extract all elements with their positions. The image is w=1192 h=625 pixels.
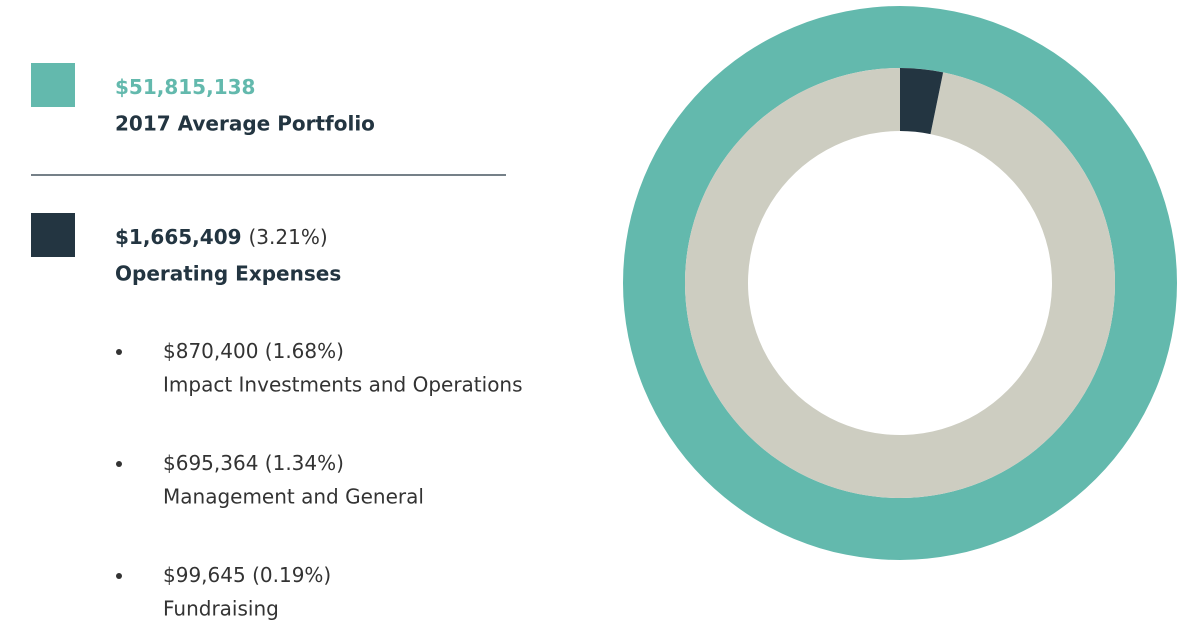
- breakdown-amount: $695,364 (1.34%): [163, 451, 344, 475]
- donut: [623, 6, 1177, 560]
- legend-value: $51,815,138: [115, 75, 255, 99]
- breakdown-name: Impact Investments and Operations: [163, 373, 523, 397]
- amount: $870,400: [163, 339, 258, 363]
- share: (0.19%): [252, 563, 331, 587]
- legend-name: Operating Expenses: [115, 262, 341, 286]
- expenses-slice: [900, 68, 944, 135]
- share: (1.68%): [265, 339, 344, 363]
- breakdown-amount: $870,400 (1.68%): [163, 339, 344, 363]
- legend-value: $1,665,409 (3.21%): [115, 225, 328, 249]
- remainder-slice: [685, 68, 1116, 498]
- bullet: [116, 573, 122, 579]
- share-label: (3.21%): [249, 225, 328, 249]
- legend-name: 2017 Average Portfolio: [115, 112, 375, 136]
- amount: $695,364: [163, 451, 258, 475]
- legend: $51,815,138 2017 Average Portfolio $1,665,…: [31, 63, 523, 621]
- value-label: $51,815,138: [115, 75, 255, 99]
- share: (1.34%): [265, 451, 344, 475]
- bullet: [116, 461, 122, 467]
- breakdown-amount: $99,645 (0.19%): [163, 563, 331, 587]
- breakdown-name: Management and General: [163, 485, 424, 509]
- value-label: $1,665,409: [115, 225, 242, 249]
- bullet: [116, 349, 122, 355]
- legend-swatch: [31, 213, 75, 257]
- legend-swatch: [31, 63, 75, 107]
- amount: $99,645: [163, 563, 246, 587]
- breakdown-name: Fundraising: [163, 597, 279, 621]
